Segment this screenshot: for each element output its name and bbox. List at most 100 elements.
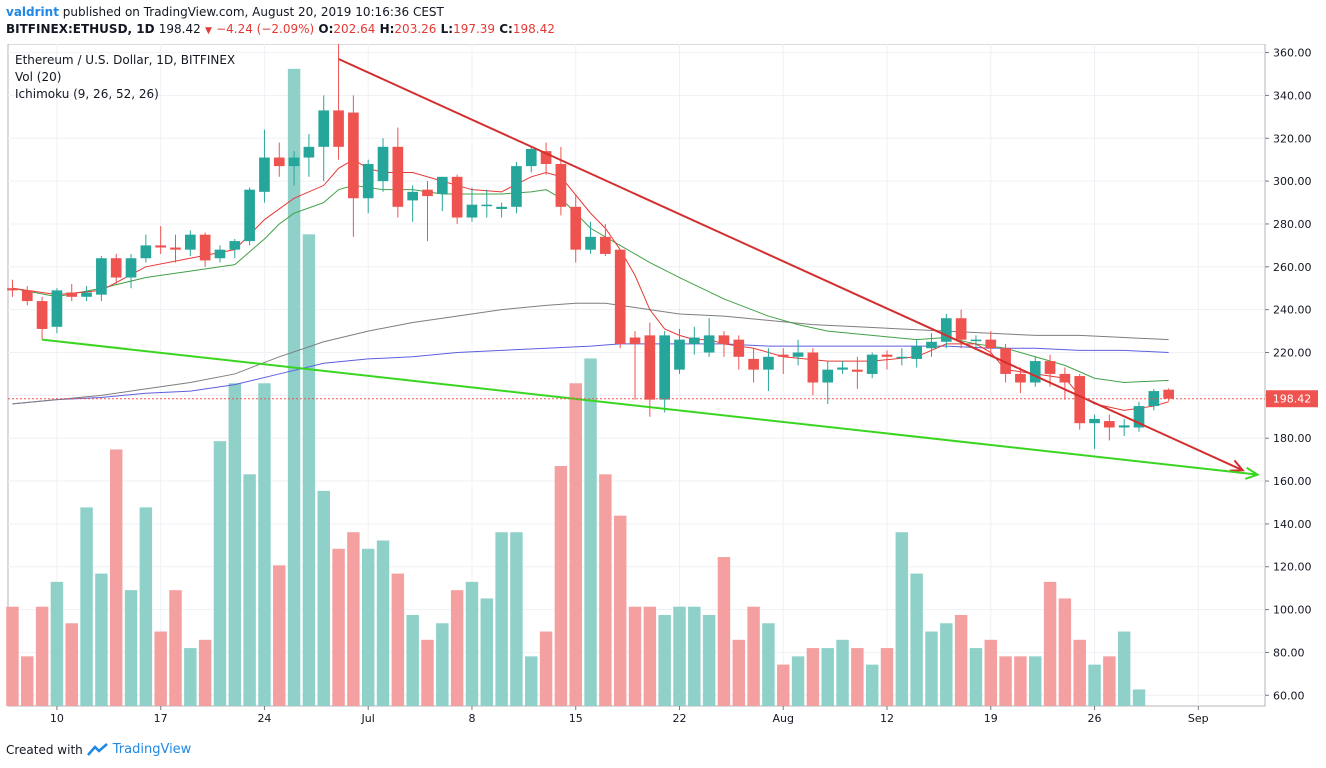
candle-body xyxy=(66,292,78,297)
time-tick-label: 12 xyxy=(880,712,894,725)
volume-bar xyxy=(273,565,286,706)
price-tick-label: 180.00 xyxy=(1273,432,1312,445)
candle-body xyxy=(1104,421,1115,428)
volume-bar xyxy=(258,383,271,706)
candle-body xyxy=(273,157,285,167)
volume-bar xyxy=(732,639,746,706)
candle-body xyxy=(525,148,537,167)
time-tick-label: 22 xyxy=(672,712,686,725)
current-price-tag: 198.42 xyxy=(1266,390,1318,408)
volume-bar xyxy=(1103,656,1116,706)
volume-bar xyxy=(436,623,449,706)
volume-bar xyxy=(109,449,123,706)
price-tick-label: 80.00 xyxy=(1273,646,1305,659)
price-change: −4.24 (−2.09%) xyxy=(216,22,315,36)
volume-bar xyxy=(940,623,953,706)
candle-body xyxy=(866,354,878,374)
candle-body xyxy=(896,356,908,359)
volume-bar xyxy=(480,598,494,706)
time-axis[interactable]: 10 17 24 Jul 8 15 22 Aug 12 19 26 Sep xyxy=(50,706,1209,725)
price-tick-label: 340.00 xyxy=(1273,89,1312,102)
legend: Ethereum / U.S. Dollar, 1D, BITFINEX Vol… xyxy=(15,53,235,101)
candle-body xyxy=(392,146,404,207)
candle-body xyxy=(184,234,196,250)
candle-body xyxy=(81,292,92,297)
candle-body xyxy=(955,318,967,340)
volume-bar xyxy=(495,532,508,706)
legend-volume[interactable]: Vol (20) xyxy=(15,70,61,84)
descending-resistance-arrow-icon xyxy=(1229,459,1245,472)
volume-bar xyxy=(124,590,138,706)
time-tick-label: 15 xyxy=(569,712,583,725)
price-tick-label: 160.00 xyxy=(1273,475,1312,488)
volume-bar xyxy=(584,358,597,706)
volume-bar xyxy=(228,383,242,706)
volume-bar xyxy=(969,648,983,706)
candle-body xyxy=(822,369,834,383)
price-chart[interactable]: 360.00 340.00 320.00 300.00 280.00 260.00 240.… xyxy=(0,44,1326,737)
high-label: H: xyxy=(379,22,395,36)
legend-title[interactable]: Ethereum / U.S. Dollar, 1D, BITFINEX xyxy=(15,53,235,67)
volume-bar xyxy=(1073,639,1086,706)
time-tick-label: Jul xyxy=(361,712,375,725)
volume-bar xyxy=(836,639,849,706)
candle-body xyxy=(466,204,478,218)
author-name[interactable]: valdrint xyxy=(6,5,59,19)
legend-ichimoku[interactable]: Ichimoku (9, 26, 52, 26) xyxy=(15,87,159,101)
candle-body xyxy=(703,335,715,353)
candle-body xyxy=(1059,373,1071,383)
volume-bar xyxy=(984,639,997,706)
high-value: 203.26 xyxy=(394,22,437,36)
volume-bar xyxy=(35,606,49,706)
candle-body xyxy=(852,369,863,372)
volume-bar xyxy=(376,540,390,706)
volume-bar xyxy=(510,532,523,706)
candle-body xyxy=(362,163,374,199)
candle-body xyxy=(644,335,656,400)
time-tick-label: Sep xyxy=(1188,712,1209,725)
candle-body xyxy=(807,352,819,383)
trendlines xyxy=(41,58,1260,480)
candle-body xyxy=(748,358,759,370)
time-tick-label: Aug xyxy=(773,712,794,725)
candle-body xyxy=(155,245,167,248)
close-value: 198.42 xyxy=(512,22,555,36)
price-tick-label: 120.00 xyxy=(1273,561,1312,574)
candle-body xyxy=(1074,376,1086,424)
volume-bar xyxy=(717,557,731,706)
price-tick-label: 140.00 xyxy=(1273,518,1312,531)
price-tick-label: 360.00 xyxy=(1273,47,1312,60)
candle-body xyxy=(21,290,33,302)
candle-body xyxy=(674,339,685,370)
volume-bar xyxy=(1014,656,1027,706)
volume-bar xyxy=(332,548,345,706)
descending-support-line xyxy=(41,338,1258,476)
candle-body xyxy=(1089,418,1100,424)
candle-body xyxy=(1044,361,1056,374)
volume-bar xyxy=(999,656,1012,706)
candle-body xyxy=(1118,425,1130,428)
time-tick-label: 24 xyxy=(257,712,271,725)
volume-bar xyxy=(450,590,464,706)
volume-bar xyxy=(347,532,360,706)
volume-bar xyxy=(613,515,627,706)
volume-bar xyxy=(184,648,197,706)
volume-bar xyxy=(169,590,182,706)
volume-bar xyxy=(361,548,375,706)
volume-bar xyxy=(1117,631,1131,706)
price-tick-label: 260.00 xyxy=(1273,261,1312,274)
volume-bar xyxy=(465,581,479,706)
candle-body xyxy=(1133,406,1145,428)
volume-bar xyxy=(302,234,316,706)
candle-body xyxy=(718,335,730,344)
price-axis[interactable]: 360.00 340.00 320.00 300.00 280.00 260.00 240.… xyxy=(1265,47,1312,703)
last-price: 198.42 xyxy=(158,22,201,36)
volume-bar xyxy=(317,490,330,706)
tradingview-brand[interactable]: TradingView xyxy=(112,742,192,757)
volume-bar xyxy=(139,507,153,706)
volume-bar xyxy=(213,441,227,706)
candle-body xyxy=(407,191,419,201)
volume-bar xyxy=(1058,598,1072,706)
volume-bar xyxy=(925,631,938,706)
symbol-info: BITFINEX:ETHUSD, 1D 198.42 ▼ −4.24 (−2.0… xyxy=(6,22,555,36)
